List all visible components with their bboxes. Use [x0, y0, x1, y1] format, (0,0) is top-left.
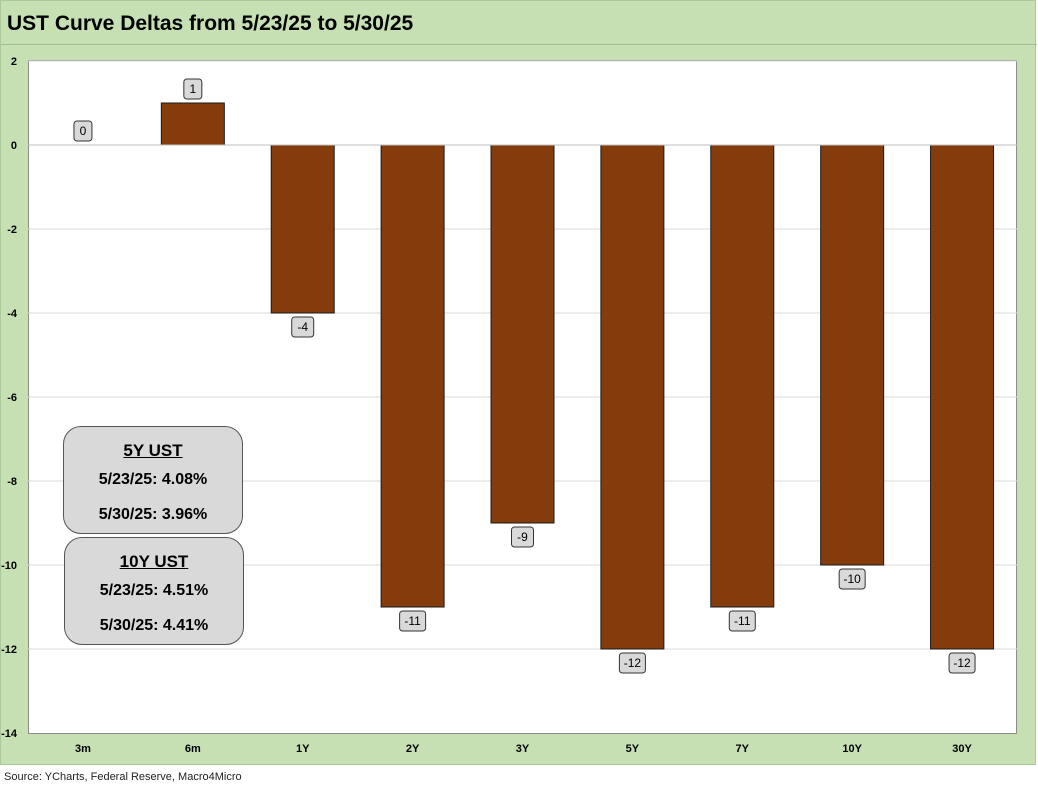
title-divider — [1, 44, 1037, 45]
y-tick-label: -6 — [7, 392, 17, 404]
x-tick-label: 7Y — [736, 743, 750, 755]
data-label-box-6m — [183, 78, 203, 100]
x-tick-label: 10Y — [842, 743, 862, 755]
x-tick-label: 1Y — [296, 743, 310, 755]
info-box-5y-row-prev: 5/23/25: 4.08% — [98, 471, 208, 488]
x-tick-label: 3m — [75, 743, 91, 755]
y-tick-label: -4 — [7, 308, 18, 320]
info-box-10y-row-prev: 5/23/25: 4.51% — [99, 582, 209, 599]
data-label-box-3m — [73, 120, 93, 142]
y-tick-label: -8 — [7, 476, 17, 488]
data-label-1Y: -4 — [297, 320, 308, 334]
info-box-10y-header: 10Y UST — [119, 552, 189, 571]
data-label-box-1Y — [291, 316, 315, 338]
bar-3Y — [490, 144, 555, 524]
data-label-box-30Y — [948, 652, 976, 674]
bar-6m — [160, 102, 225, 146]
x-tick-label: 5Y — [626, 743, 640, 755]
y-tick-label: -12 — [1, 644, 17, 656]
bar-10Y — [820, 144, 885, 566]
bar-30Y — [930, 144, 995, 650]
data-label-box-5Y — [618, 652, 646, 674]
data-label-box-2Y — [399, 610, 427, 632]
y-tick-label: -2 — [7, 224, 17, 236]
data-label-box-10Y — [838, 568, 866, 590]
info-box-10y-row-curr: 5/30/25: 4.41% — [99, 617, 209, 634]
x-tick-label: 3Y — [516, 743, 530, 755]
data-label-2Y: -11 — [404, 614, 421, 628]
x-tick-label: 2Y — [406, 743, 420, 755]
bar-chart: 2 0 -2 -4 -6 -8 -10 -12 -14 3m 0 6m 1 1Y -4 2Y -11 3Y -9 5Y… — [1, 56, 1017, 755]
info-box-5y-ust: 5Y UST 5/23/25: 4.08% 5/30/25: 3.96% — [63, 426, 243, 534]
bar-2Y — [380, 144, 445, 608]
y-tick-label: -10 — [1, 560, 17, 572]
chart-title: UST Curve Deltas from 5/23/25 to 5/30/25 — [7, 12, 414, 35]
data-label-3m: 0 — [80, 124, 87, 138]
y-tick-label: -14 — [1, 728, 18, 740]
info-box-5y-row-curr: 5/30/25: 3.96% — [98, 506, 208, 523]
info-box-10y-ust: 10Y UST 5/23/25: 4.51% 5/30/25: 4.41% — [64, 537, 244, 645]
y-tick-label: 2 — [11, 56, 17, 68]
data-label-5Y: -12 — [624, 656, 642, 670]
info-box-5y-header: 5Y UST — [123, 441, 183, 460]
x-tick-label: 6m — [185, 743, 201, 755]
data-label-6m: 1 — [189, 82, 196, 96]
x-tick-label: 30Y — [952, 743, 972, 755]
bar-1Y — [270, 144, 335, 314]
data-label-30Y: -12 — [953, 656, 971, 670]
data-label-box-7Y — [728, 610, 756, 632]
y-tick-label: 0 — [11, 140, 17, 152]
bar-5Y — [600, 144, 665, 650]
bar-7Y — [710, 144, 775, 608]
data-label-box-3Y — [511, 526, 534, 548]
data-label-10Y: -10 — [843, 572, 861, 586]
source-note: Source: YCharts, Federal Reserve, Macro4… — [4, 771, 242, 783]
data-label-7Y: -11 — [734, 614, 751, 628]
data-label-3Y: -9 — [517, 530, 528, 544]
